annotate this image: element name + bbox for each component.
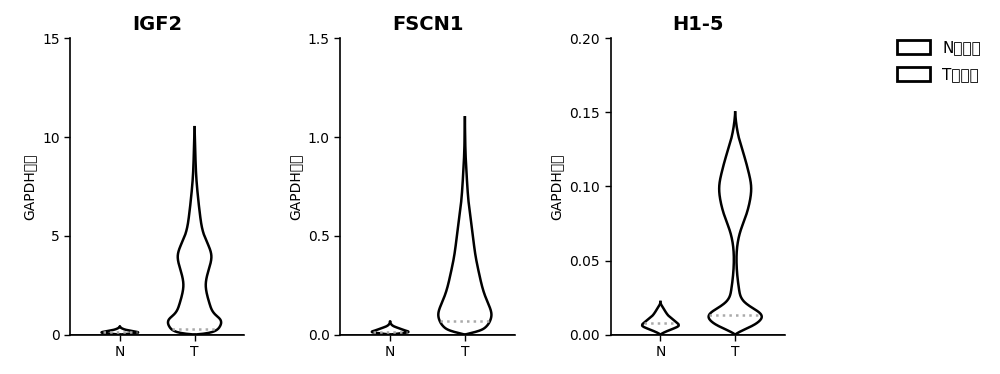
Title: FSCN1: FSCN1: [392, 15, 463, 34]
Y-axis label: GAPDH校正: GAPDH校正: [550, 153, 564, 220]
Title: IGF2: IGF2: [132, 15, 182, 34]
Legend: N健康组, T肿瘤组: N健康组, T肿瘤组: [891, 34, 987, 88]
Y-axis label: GAPDH校正: GAPDH校正: [22, 153, 36, 220]
Title: H1-5: H1-5: [672, 15, 724, 34]
Y-axis label: GAPDH校正: GAPDH校正: [288, 153, 302, 220]
